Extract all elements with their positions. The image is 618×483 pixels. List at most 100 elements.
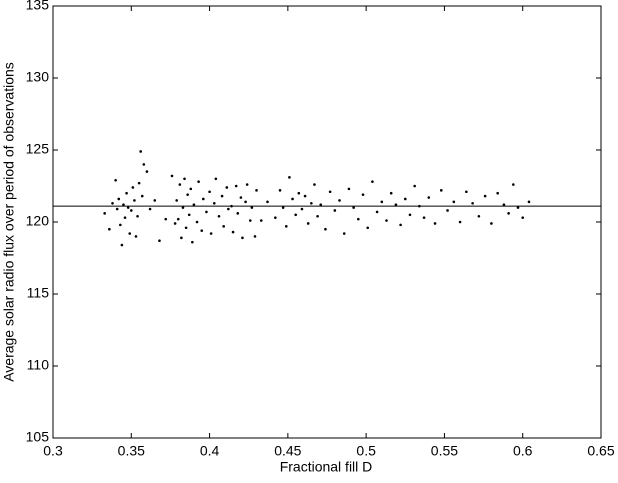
point [122,203,125,207]
point [259,219,263,222]
point [512,183,515,186]
point [231,230,235,234]
point [502,203,506,207]
point [108,227,111,231]
point [399,223,402,227]
point [245,183,249,186]
point [115,207,119,211]
point [248,219,252,222]
point [385,219,388,222]
point [313,183,316,186]
point [220,194,224,198]
point [222,225,225,228]
x-tick-label: 0.5 [356,443,376,459]
point [192,203,196,207]
y-tick-label: 135 [26,0,50,13]
point [241,236,244,240]
point [173,222,177,225]
y-tick-label: 130 [26,69,50,85]
x-tick-label: 0.6 [513,443,533,459]
point [120,243,124,247]
x-tick-label: 0.55 [431,443,458,459]
point [281,206,285,209]
point [126,206,130,209]
x-tick-label: 0.35 [118,443,145,459]
x-tick-label: 0.65 [587,443,614,459]
point [300,207,304,211]
point [205,210,208,214]
point [214,177,218,181]
point [278,189,282,192]
point [291,197,294,201]
point [131,186,135,189]
point [357,217,360,221]
point [483,194,487,198]
point [458,220,462,224]
point [227,207,230,211]
point [142,163,146,166]
point [111,201,114,205]
point [178,183,182,186]
point [139,150,142,153]
point [408,213,412,217]
y-tick-label: 120 [26,213,50,229]
point [371,180,374,183]
point [103,212,106,215]
plot-frame [52,5,602,439]
y-tick-label: 105 [26,429,50,445]
point [250,206,254,209]
point [253,235,257,238]
point [284,225,288,228]
point [446,209,449,212]
point [521,216,525,219]
point [427,196,431,199]
point [294,213,297,217]
point [306,222,310,225]
point [527,200,531,204]
point [342,232,346,235]
point [123,216,127,219]
point [433,222,437,225]
point [274,216,277,219]
point [316,214,319,218]
point [507,212,510,215]
x-axis-label: Fractional fill D [280,459,373,475]
y-tick-label: 125 [26,141,50,157]
point [439,189,443,192]
point [209,232,213,235]
point [186,193,189,196]
point [338,199,341,202]
point [153,199,157,202]
point [184,226,188,230]
point [208,190,211,194]
point [255,189,258,192]
point [239,196,243,199]
point [137,181,141,185]
point [389,191,393,195]
point [117,197,121,201]
y-tick-label: 110 [27,357,50,373]
point [352,206,355,209]
point [175,199,178,202]
point [375,210,379,214]
point [114,178,117,182]
x-tick-label: 0.45 [274,443,301,459]
point [189,187,193,191]
point [119,223,122,227]
point [180,236,183,240]
point [212,201,216,205]
point [310,201,313,205]
point [288,176,291,179]
point [170,174,174,178]
point [413,184,416,188]
point [319,203,323,207]
point [422,216,426,219]
point [333,209,337,212]
point [195,220,199,224]
point [225,186,229,189]
point [217,214,221,218]
point [125,191,128,195]
point [496,191,499,195]
point [347,187,351,191]
